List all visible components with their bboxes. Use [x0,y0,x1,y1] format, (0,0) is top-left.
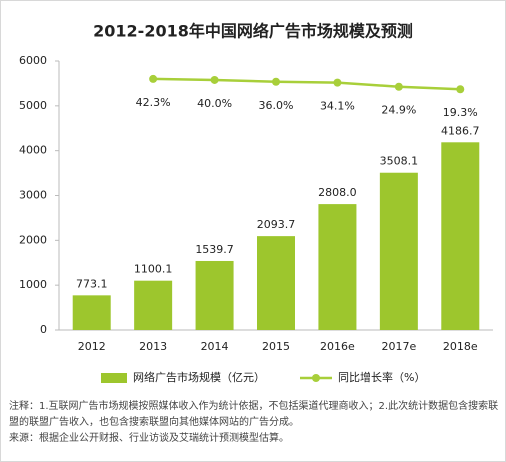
legend-swatch-point [312,374,320,382]
y-tick-label: 3000 [19,189,47,202]
x-tick-label: 2013 [139,340,167,353]
line-point [456,85,465,94]
bar-value-label: 773.1 [76,277,108,290]
x-tick-label: 2014 [201,340,229,353]
bar [379,172,418,330]
line [153,77,461,91]
bar [134,280,173,330]
line-value-label: 19.3% [443,106,478,119]
x-tick-label: 2015 [262,340,290,353]
line-value-label: 24.9% [381,104,416,117]
bar-value-label: 1100.1 [134,263,173,276]
line-point [210,75,219,84]
bar-value-label: 2808.0 [318,186,357,199]
bar-value-label: 2093.7 [257,218,296,231]
bar [195,260,234,330]
line-point [272,77,280,86]
source: 来源：根据企业公开财报、行业访谈及艾瑞统计预测模型估算。 [9,433,289,444]
x-tick-label: 2017e [381,340,416,353]
bar-value-label: 3508.1 [380,155,419,168]
line-point [333,78,342,87]
y-tick-label: 5000 [19,99,47,112]
note: 注释：1.互联网广告市场规模按照媒体收入作为统计依据，不包括渠道代理商收入；2.… [9,401,499,428]
chart-title: 2012-2018年中国网络广告市场规模及预测 [93,22,413,41]
legend-label: 同比增长率（%） [338,370,425,384]
y-tick-label: 4000 [19,144,47,157]
bar-value-label: 1539.7 [195,243,234,256]
x-tick-label: 2016e [320,340,355,353]
notes: 注释：1.互联网广告市场规模按照媒体收入作为统计依据，不包括渠道代理商收入；2.… [9,399,499,447]
bar [72,295,111,330]
line-point [394,82,403,91]
bar-value-label: 4186.7 [441,124,480,137]
legend-label: 网络广告市场规模（亿元） [133,370,265,384]
y-tick-label: 0 [40,323,47,336]
y-tick-label: 2000 [19,233,47,246]
line-value-label: 42.3% [136,96,171,109]
x-tick-label: 2018e [443,340,478,353]
bar [318,204,357,330]
x-tick-label: 2012 [78,340,106,353]
line-value-label: 34.1% [320,100,355,113]
line-value-label: 40.0% [197,97,232,110]
legend-swatch [101,373,127,383]
line-value-label: 36.0% [259,99,294,112]
chart: 2012-2018年中国网络广告市场规模及预测 0 1000 2000 3000 400… [19,22,493,384]
bar [257,236,295,330]
line-point [149,74,158,83]
y-tick-label: 1000 [19,278,47,291]
y-tick-label: 6000 [19,54,47,67]
bar [441,142,480,330]
